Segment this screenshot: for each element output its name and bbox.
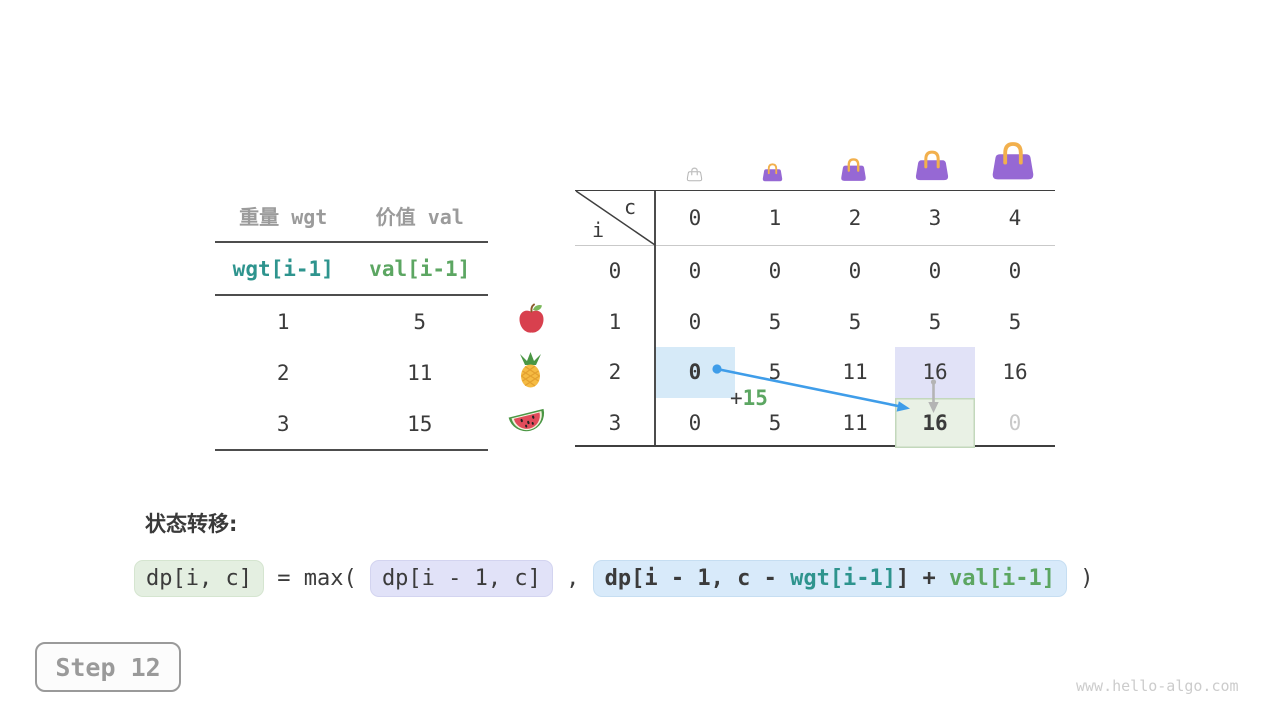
bag-icon-2 — [839, 154, 868, 187]
dp-row-header: 2 — [608, 360, 622, 385]
dp-cell: 5 — [768, 410, 782, 435]
weight-column-header: 重量 wgt — [239, 205, 328, 229]
dp-cell: 5 — [1008, 309, 1022, 334]
dp-cell-source-highlight: 0 — [655, 347, 735, 398]
dp-col-header: 3 — [928, 206, 942, 230]
formula-lhs: dp[i, c] — [134, 560, 264, 597]
state-transition-formula: dp[i, c] = max( dp[i - 1, c] , dp[i - 1,… — [134, 560, 1094, 597]
item-variable-label: i — [592, 218, 605, 242]
dp-cell: 11 — [842, 360, 868, 385]
state-transition-label: 状态转移: — [145, 512, 238, 536]
formula-comma: , — [552, 566, 593, 591]
plus-sign: + — [730, 386, 743, 410]
dp-table-header: c i 0 1 2 3 4 — [575, 191, 1055, 246]
item-value: 15 — [407, 411, 433, 436]
dp-corner-cell: c i — [575, 191, 655, 245]
items-table-formula-row: wgt[i-1] val[i-1] — [215, 243, 488, 294]
dp-cell: 0 — [688, 410, 702, 435]
formula-arg2-val: val[i-1] — [949, 566, 1055, 591]
formula-arg2: dp[i - 1, c - wgt[i-1]] + val[i-1] — [592, 560, 1067, 597]
dp-cell: 0 — [768, 259, 782, 284]
dp-col-header: 4 — [1008, 206, 1022, 230]
wgt-formula-cell: wgt[i-1] — [232, 256, 334, 281]
dp-col-header: 2 — [848, 206, 862, 230]
items-table-header: 重量 wgt 价值 val — [215, 190, 488, 241]
divider — [215, 241, 488, 243]
formula-close-paren: ) — [1067, 566, 1094, 591]
dp-cell: 0 — [688, 259, 702, 284]
formula-arg1: dp[i - 1, c] — [369, 560, 553, 597]
item-row: 3 15 — [215, 398, 488, 449]
watermelon-icon — [504, 400, 551, 443]
dp-cell: 5 — [768, 309, 782, 334]
dp-cell-pending: 0 — [1008, 410, 1022, 435]
dp-cell-target-highlight: 16 — [895, 397, 975, 448]
formula-arg2-prefix: dp[i - 1, c - — [604, 566, 791, 591]
formula-arg2-mid: ] + — [896, 566, 950, 591]
empty-bag-icon — [686, 165, 703, 186]
dp-cell: 0 — [848, 259, 862, 284]
dp-row: 3 0 5 11 16 0 — [575, 397, 1055, 448]
transfer-value-label: +15 — [730, 386, 768, 410]
value-column-header: 价值 val — [375, 205, 464, 229]
item-row: 1 5 — [215, 296, 488, 347]
dp-cell: 0 — [1008, 259, 1022, 284]
item-weight: 1 — [276, 309, 290, 334]
apple-icon — [513, 301, 549, 341]
divider — [215, 294, 488, 296]
dp-col-header: 0 — [688, 206, 702, 230]
dp-row-header: 1 — [608, 309, 622, 334]
item-value: 11 — [407, 360, 433, 385]
bag-icon-4 — [989, 135, 1037, 187]
bag-icon-3 — [913, 145, 951, 187]
items-table: 重量 wgt 价值 val wgt[i-1] val[i-1] 1 5 2 11… — [215, 190, 488, 451]
dp-row: 2 0 5 11 16 16 — [575, 347, 1055, 398]
dp-row-header: 3 — [608, 410, 622, 435]
item-row: 2 11 — [215, 347, 488, 398]
step-badge: Step 12 — [35, 642, 181, 692]
site-watermark: www.hello-algo.com — [1076, 677, 1239, 695]
item-weight: 3 — [276, 411, 290, 436]
dp-cell: 16 — [1002, 360, 1028, 385]
formula-arg2-wgt: wgt[i-1] — [790, 566, 897, 591]
bag-icon-1 — [761, 160, 784, 187]
dp-cell: 0 — [688, 309, 702, 334]
formula-equals-max: = max( — [263, 566, 370, 591]
dp-row: 1 0 5 5 5 5 — [575, 297, 1055, 348]
dp-cell: 0 — [928, 259, 942, 284]
divider — [654, 191, 656, 445]
dp-row: 0 0 0 0 0 0 — [575, 246, 1055, 297]
capacity-variable-label: c — [623, 195, 636, 219]
dp-cell: 5 — [928, 309, 942, 334]
dp-cell: 11 — [842, 410, 868, 435]
pineapple-icon — [512, 351, 549, 393]
dp-cell-above-highlight: 16 — [895, 347, 975, 398]
item-weight: 2 — [276, 360, 290, 385]
added-value: 15 — [742, 386, 768, 410]
dp-col-header: 1 — [768, 206, 782, 230]
dp-row-header: 0 — [608, 259, 622, 284]
dp-table: c i 0 1 2 3 4 0 0 0 0 0 0 1 0 5 5 5 5 2 — [575, 190, 1055, 448]
val-formula-cell: val[i-1] — [369, 256, 471, 281]
dp-cell: 5 — [848, 309, 862, 334]
item-value: 5 — [413, 309, 427, 334]
divider — [215, 449, 488, 451]
